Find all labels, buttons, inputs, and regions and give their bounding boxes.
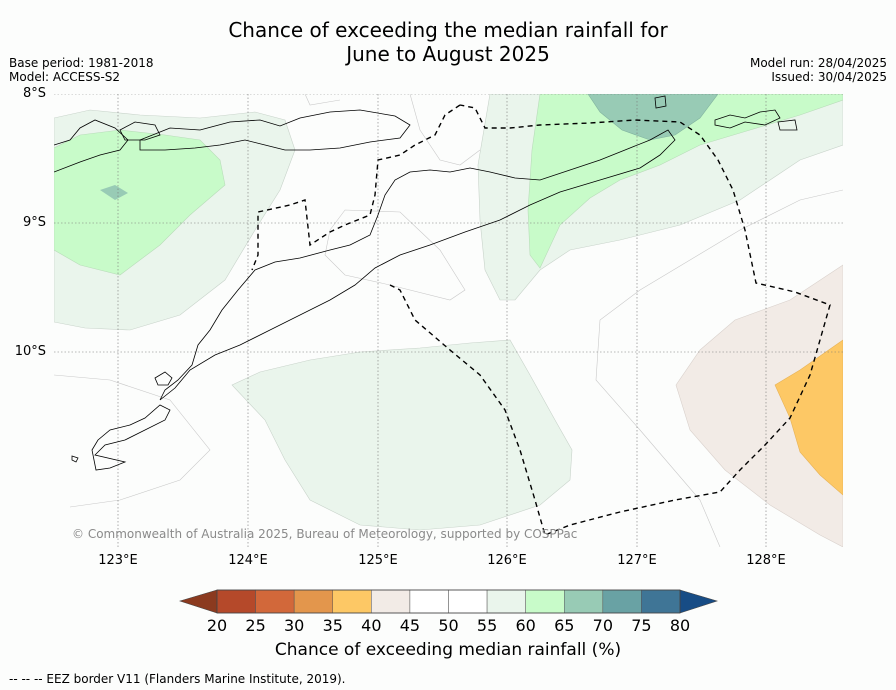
colorbar-cell-25-30: [255, 589, 295, 614]
meta-left: Base period: 1981-2018 Model: ACCESS-S2: [9, 56, 154, 84]
colorbar-cell-50-55: [448, 589, 488, 614]
region-35-40-south-east: [774, 339, 843, 496]
lat-tick-8s: 8°S: [22, 86, 46, 101]
colorbar-cell-60-65: [525, 589, 565, 614]
colorbar-label-45: 45: [399, 616, 421, 635]
lon-tick-125e: 125°E: [358, 553, 398, 568]
lon-tick-128e: 128°E: [746, 553, 786, 568]
region-40-45-south-east: [675, 264, 843, 547]
colorbar-label-25: 25: [245, 616, 266, 635]
colorbar-cell-35-40: [332, 589, 372, 614]
region-65-70-north: [587, 94, 719, 141]
base-period: Base period: 1981-2018: [9, 56, 154, 70]
chart-title: Chance of exceeding the median rainfall …: [0, 18, 896, 66]
coastline-sawu: [71, 455, 79, 463]
colorbar-cell-75-80: [641, 589, 681, 614]
colorbar-label-70: 70: [592, 616, 613, 635]
colorbar-label-20: 20: [206, 616, 228, 635]
lat-tick-10s: 10°S: [14, 344, 46, 359]
colorbar-label-50: 50: [438, 616, 459, 635]
eez-legend-note: -- -- -- EEZ border V11 (Flanders Marine…: [9, 672, 346, 686]
title-line-2: June to August 2025: [346, 42, 550, 66]
coastline-northeast-island: [714, 109, 781, 129]
coastline-flores-east: [54, 119, 129, 173]
colorbar-cell-30-35: [293, 589, 333, 614]
colorbar-cell-55-60: [486, 589, 526, 614]
region-65-70-west-spot: [100, 185, 128, 200]
region-60-65-north: [527, 94, 843, 269]
coastline-timor: [159, 129, 676, 401]
model-run: Model run: 28/04/2025: [749, 56, 887, 70]
colorbar-label-35: 35: [322, 616, 343, 635]
colorbar-cell-70-75: [602, 589, 642, 614]
coastline-small-1: [119, 121, 161, 141]
coastline-wetar-alor: [139, 109, 411, 151]
issued-date: Issued: 30/04/2025: [771, 70, 887, 84]
colorbar-title: Chance of exceeding median rainfall (%): [274, 640, 622, 660]
coastline-semau: [154, 371, 173, 386]
colorbar-cell-20-25: [216, 589, 256, 614]
coastline-islet-2: [777, 119, 798, 131]
faint-contours: [54, 94, 843, 547]
lon-tick-126e: 126°E: [487, 553, 527, 568]
colorbar: [178, 589, 719, 614]
coastline-rote: [91, 404, 171, 471]
colorbar-cell-45-50: [409, 589, 449, 614]
colorbar-label-40: 40: [361, 616, 382, 635]
colorbar-label-30: 30: [283, 616, 305, 635]
title-line-1: Chance of exceeding the median rainfall …: [228, 18, 668, 42]
colorbar-cell-65-70: [564, 589, 604, 614]
lat-tick-9s: 9°S: [22, 215, 46, 230]
colorbar-cells: [216, 589, 681, 614]
lon-tick-123e: 123°E: [98, 553, 138, 568]
eez-border: [251, 104, 831, 536]
coastlines: [54, 95, 798, 471]
colorbar-cell-40-45: [371, 589, 411, 614]
colorbar-label-75: 75: [631, 616, 652, 635]
lon-tick-127e: 127°E: [617, 553, 657, 568]
colorbar-label-65: 65: [554, 616, 575, 635]
colorbar-high-extension: [679, 589, 719, 614]
lon-tick-124e: 124°E: [228, 553, 268, 568]
map-area: [54, 94, 843, 547]
colorbar-low-extension: [178, 589, 218, 614]
copyright-notice: © Commonwealth of Australia 2025, Bureau…: [72, 527, 578, 541]
model-name: Model: ACCESS-S2: [9, 70, 121, 84]
colorbar-label-60: 60: [515, 616, 536, 635]
colorbar-label-80: 80: [669, 616, 691, 635]
meta-right: Model run: 28/04/2025 Issued: 30/04/2025: [750, 56, 887, 84]
colorbar-outline: [216, 589, 681, 614]
colorbar-label-55: 55: [476, 616, 498, 635]
coastline-islet-1: [654, 95, 667, 109]
